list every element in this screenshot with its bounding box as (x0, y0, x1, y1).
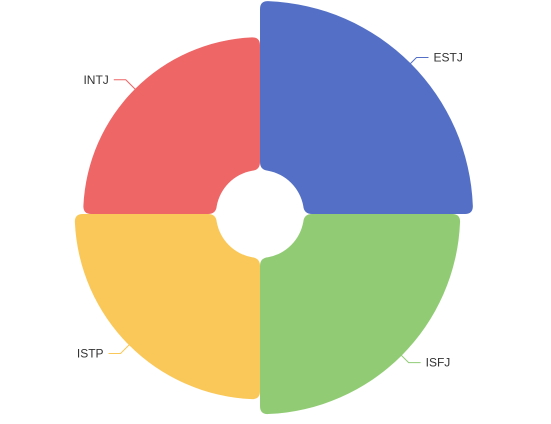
slice-label-intj: INTJ (83, 73, 108, 87)
label-line-isfj (382, 336, 421, 364)
slice-istp[interactable] (74, 214, 260, 400)
slice-intj[interactable] (83, 37, 260, 214)
slice-isfj[interactable] (260, 214, 461, 415)
labels-layer: ESTJ ISFJ ISTP INTJ (77, 51, 463, 370)
slice-estj[interactable] (260, 1, 473, 215)
label-line-intj (113, 79, 152, 106)
slice-label-estj: ESTJ (433, 51, 462, 65)
label-line-istp (108, 327, 147, 354)
slices-layer (74, 1, 473, 415)
slice-label-istp: ISTP (77, 346, 104, 360)
label-line-estj (390, 57, 429, 84)
slice-label-isfj: ISFJ (426, 356, 451, 370)
